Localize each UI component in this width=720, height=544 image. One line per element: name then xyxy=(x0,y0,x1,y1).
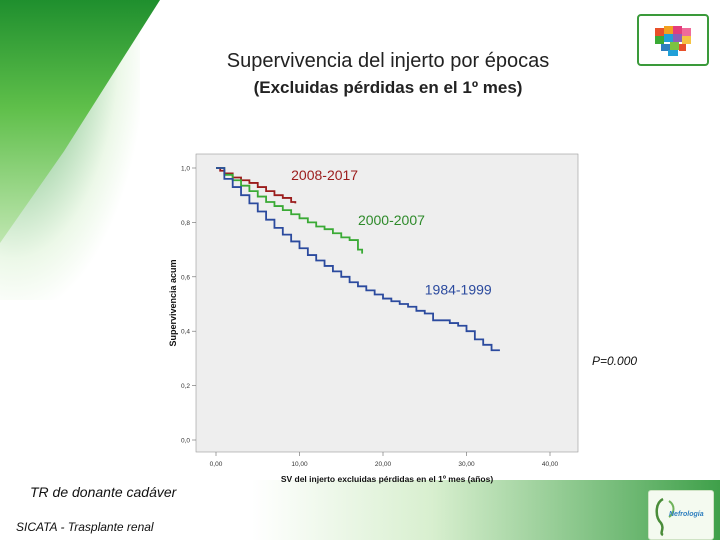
slide-title: Supervivencia del injerto por épocas xyxy=(226,50,550,72)
x-tick-label: 20,00 xyxy=(375,461,392,468)
series-line-2000-2007 xyxy=(216,167,364,254)
x-tick-label: 10,00 xyxy=(291,461,308,468)
nefrologia-logo-icon: Nefrología xyxy=(648,490,714,540)
y-tick-label: 1,0 xyxy=(181,166,190,173)
y-tick-label: 0,8 xyxy=(181,220,190,227)
series-annotation-1984-1999: 1984-1999 xyxy=(425,281,492,297)
y-tick-label: 0,4 xyxy=(181,329,190,336)
x-tick-label: 0,00 xyxy=(210,461,223,468)
survival-chart-svg: 0,0 0,2 0,4 0,6 0,8 1,0 0,00 10,00 20,00 30,00 40… xyxy=(168,153,579,484)
y-tick-label: 0,0 xyxy=(181,438,190,445)
x-axis-label: SV del injerto excluidas pérdidas en el … xyxy=(281,474,494,484)
source-label: SICATA - Trasplante renal xyxy=(16,520,154,534)
y-axis-label: Supervivencia acum xyxy=(168,259,178,346)
survival-chart: 0,0 0,2 0,4 0,6 0,8 1,0 0,00 10,00 20,00 30,00 40… xyxy=(156,150,586,490)
slide-subtitle: (Excluidas pérdidas en el 1º mes) xyxy=(253,78,523,97)
donor-type-label: TR de donante cadáver xyxy=(30,484,177,500)
p-value: P=0.000 xyxy=(592,354,638,368)
heart-logo-icon xyxy=(637,14,709,66)
nefrologia-logo-text: Nefrología xyxy=(669,511,704,518)
plot-area xyxy=(195,153,579,453)
series-annotation-2008-2017: 2008-2017 xyxy=(291,167,358,183)
x-tick-label: 30,00 xyxy=(458,461,475,468)
background-gradient-bottom xyxy=(0,480,720,540)
x-tick-label: 40,00 xyxy=(542,461,559,468)
series-annotation-2000-2007: 2000-2007 xyxy=(358,212,425,228)
y-tick-label: 0,2 xyxy=(181,383,190,390)
series-line-1984-1999 xyxy=(216,167,500,352)
y-tick-label: 0,6 xyxy=(181,274,190,281)
